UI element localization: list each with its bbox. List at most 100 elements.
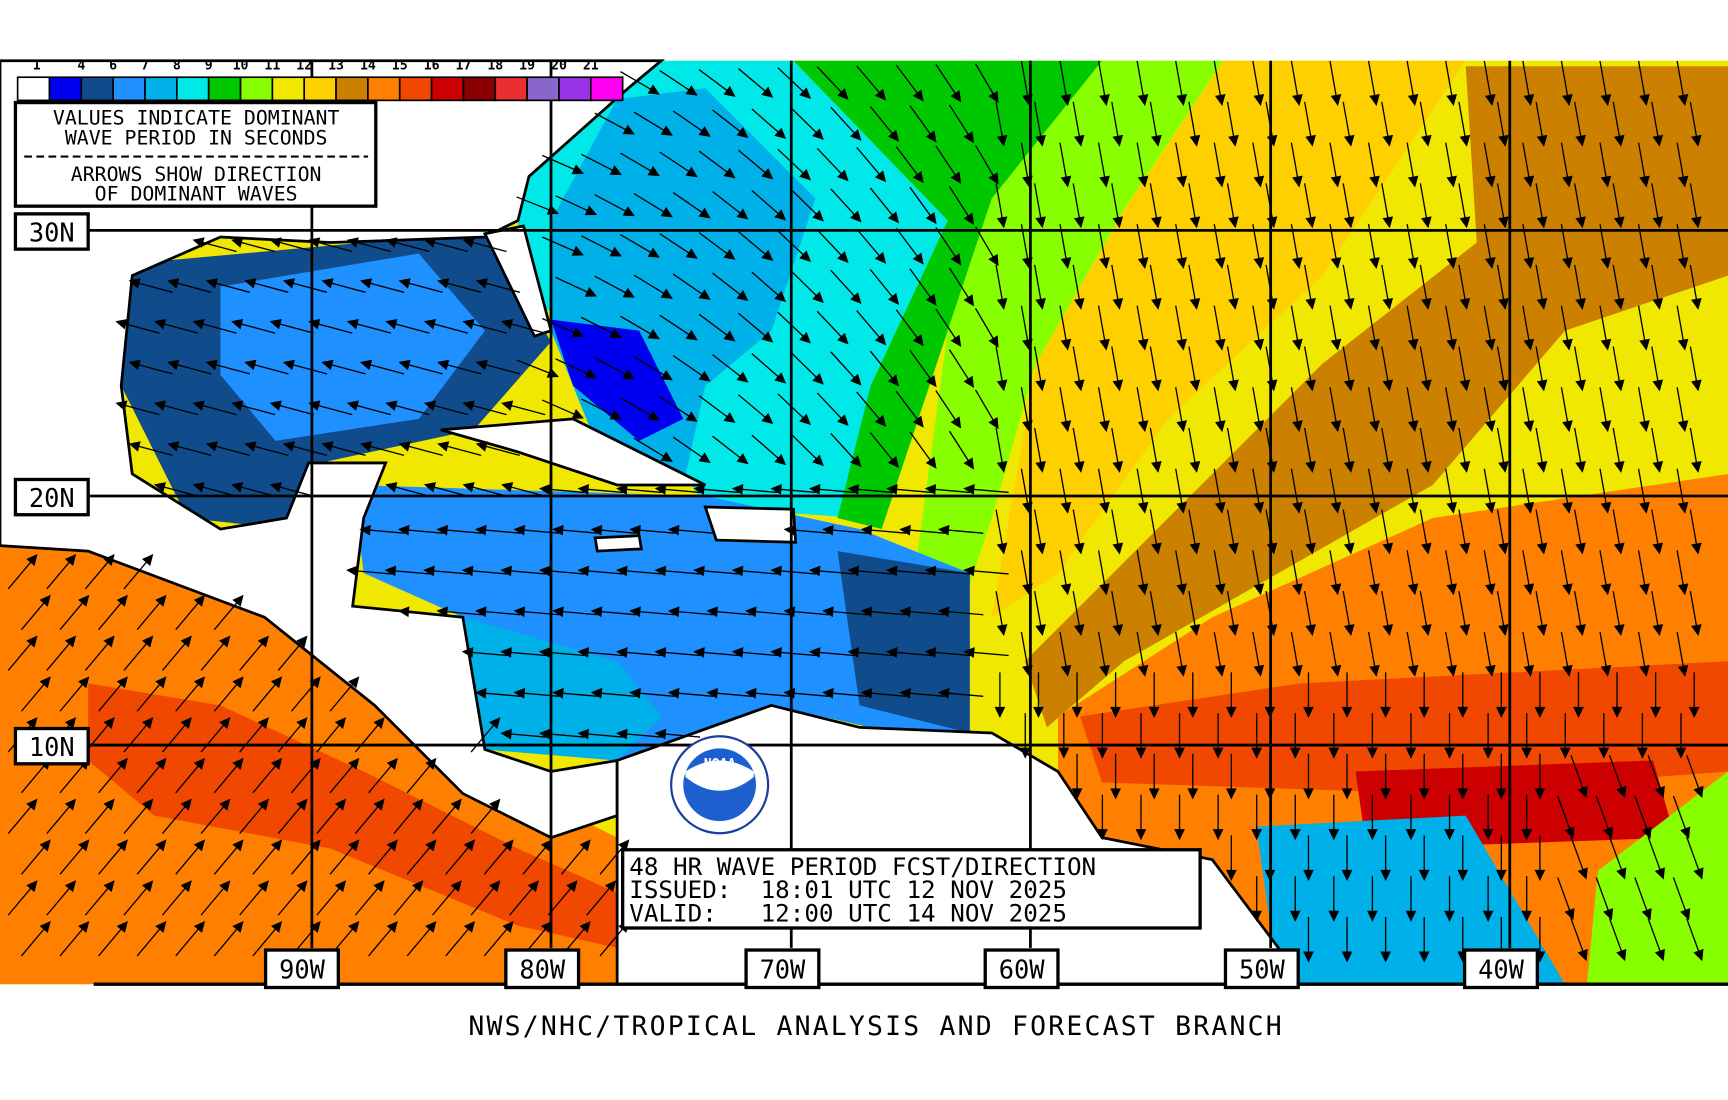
- wave-arrow: [1595, 795, 1614, 839]
- wave-arrow: [470, 798, 501, 835]
- wave-arrow: [1329, 60, 1342, 106]
- legend-label: 15: [392, 59, 408, 74]
- forecast-info-box: 48 HR WAVE PERIOD FCST/DIRECTION ISSUED:…: [621, 848, 1202, 930]
- wave-arrow: [1651, 183, 1664, 229]
- wave-arrow: [790, 270, 824, 304]
- wave-arrow: [1406, 468, 1419, 514]
- wave-arrow: [620, 234, 660, 258]
- lon-label-box: [504, 948, 581, 990]
- wave-arrow: [830, 269, 862, 305]
- legend-swatch: [335, 76, 369, 102]
- wave-arrow: [1213, 550, 1226, 596]
- wave-arrow: [46, 880, 77, 916]
- wave-arrow: [1071, 672, 1083, 718]
- wave-arrow: [1689, 346, 1702, 392]
- wave-arrow: [1290, 60, 1303, 106]
- wave-arrow: [1148, 672, 1160, 718]
- wave-arrow: [1097, 142, 1110, 188]
- wave-arrow: [205, 359, 250, 375]
- wave-arrow: [1072, 590, 1085, 637]
- wave-arrow: [1686, 836, 1704, 880]
- wave-arrow: [1226, 183, 1239, 229]
- wave-arrow: [751, 190, 787, 221]
- wave-arrow: [475, 606, 521, 618]
- wave-arrow: [1560, 550, 1573, 596]
- wave-arrow: [737, 312, 774, 343]
- wave-arrow: [948, 430, 975, 470]
- wave-arrow: [1570, 836, 1588, 880]
- wave-arrow: [1367, 876, 1378, 922]
- wave-arrow: [128, 278, 173, 293]
- legend-swatch: [112, 76, 146, 102]
- wave-arrow: [1651, 101, 1664, 147]
- wave-arrow: [895, 146, 924, 184]
- wave-arrow: [1342, 427, 1355, 473]
- wave-arrow: [633, 437, 673, 462]
- wave-arrow: [1213, 60, 1226, 106]
- wave-arrow: [1252, 631, 1265, 677]
- wave-arrow: [1599, 387, 1612, 433]
- wave-arrow: [1304, 427, 1316, 473]
- wave-arrow: [706, 687, 752, 699]
- wave-arrow: [899, 606, 945, 618]
- wave-arrow: [1058, 713, 1070, 759]
- wave-arrow: [1496, 427, 1509, 473]
- wave-arrow: [1418, 835, 1430, 882]
- wave-arrow: [1059, 305, 1072, 351]
- wave-arrow: [501, 482, 546, 497]
- wave-arrow: [1097, 387, 1110, 433]
- wave-arrow: [808, 647, 855, 658]
- wave-arrow: [948, 186, 975, 225]
- wave-arrow: [1251, 876, 1263, 922]
- wave-arrow: [1405, 794, 1417, 841]
- wave-arrow: [1380, 916, 1391, 963]
- wave-arrow: [1634, 877, 1652, 921]
- wave-arrow: [123, 635, 154, 671]
- wave-arrow: [1290, 142, 1303, 188]
- wave-arrow: [1136, 631, 1149, 677]
- wave-arrow: [1072, 264, 1085, 310]
- direction-arrows: [7, 60, 1704, 963]
- wave-arrow: [698, 232, 736, 260]
- wave-arrow: [1251, 713, 1263, 759]
- wave-arrow: [200, 798, 231, 835]
- wave-arrow: [162, 635, 192, 671]
- wave-arrow: [290, 757, 321, 794]
- wave-arrow: [1496, 183, 1509, 229]
- wave-arrow: [616, 565, 662, 577]
- wave-arrow: [667, 524, 714, 536]
- wave-arrow: [1328, 876, 1340, 922]
- wave-arrow: [192, 482, 237, 497]
- wave-arrow: [1110, 672, 1121, 718]
- wave-arrow: [1341, 916, 1353, 963]
- wave-arrow: [895, 64, 924, 102]
- wave-arrow: [1341, 672, 1353, 718]
- legend-swatch: [589, 76, 624, 102]
- wave-arrow: [869, 350, 900, 387]
- wave-arrow: [590, 687, 637, 699]
- wave-arrow: [1651, 264, 1664, 310]
- wave-arrow: [737, 149, 774, 180]
- wave-arrow: [581, 153, 622, 175]
- wave-arrow: [924, 647, 971, 658]
- wave-arrow: [385, 400, 430, 416]
- wave-arrow: [654, 484, 701, 495]
- wave-arrow: [1341, 753, 1353, 800]
- wave-arrow: [354, 798, 385, 835]
- wave-arrow: [620, 315, 660, 340]
- wave-arrow: [1226, 427, 1239, 473]
- wave-arrow: [1252, 387, 1265, 433]
- wave-arrow: [1304, 346, 1316, 392]
- wave-arrow: [213, 676, 244, 712]
- wave-arrow: [398, 278, 443, 293]
- wave-arrow: [1419, 346, 1432, 392]
- legend-label: 17: [455, 59, 471, 74]
- wave-arrow: [790, 189, 824, 222]
- wave-arrow: [1445, 60, 1457, 106]
- wave-arrow: [1111, 427, 1124, 473]
- wave-arrow: [1458, 264, 1471, 310]
- wave-arrow: [1289, 713, 1301, 759]
- wave-arrow: [252, 676, 283, 712]
- wave-arrow: [1097, 713, 1108, 759]
- wave-arrow: [659, 314, 698, 341]
